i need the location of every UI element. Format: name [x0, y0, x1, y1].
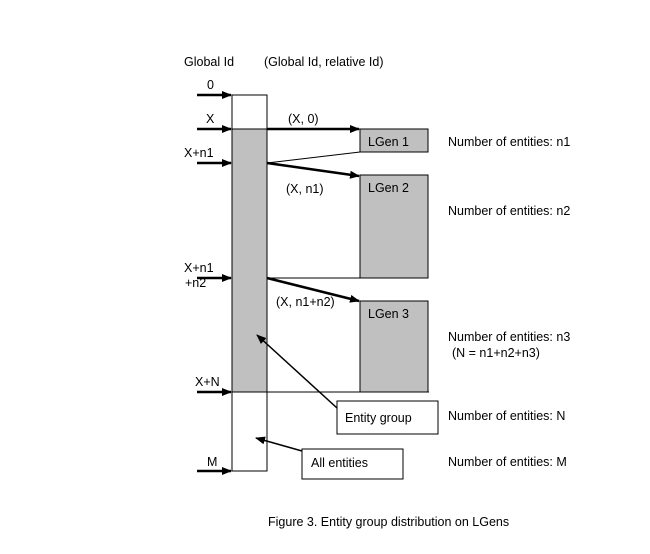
id-label-x-n1: X+n1 [184, 146, 214, 160]
pair-label-second: (X, n1) [286, 182, 324, 196]
id-label-x: X [206, 112, 215, 126]
count-m: Number of entities: M [448, 455, 567, 469]
entity-group-callout-label: Entity group [345, 411, 412, 425]
lgen1-box [359, 128, 429, 153]
count-big-n: Number of entities: N [448, 409, 565, 423]
count-n1: Number of entities: n1 [448, 135, 570, 149]
lgen2-box [359, 174, 429, 279]
entity-group-callout-box [336, 400, 439, 435]
entity-group-range [231, 128, 268, 393]
global-id-header: Global Id [184, 55, 234, 69]
pair-label-third: (X, n1+n2) [276, 295, 335, 309]
lgen1-label: LGen 1 [368, 135, 409, 149]
count-n3-note: (N = n1+n2+n3) [452, 346, 540, 360]
pair-header: (Global Id, relative Id) [264, 55, 384, 69]
lgen2-label: LGen 2 [368, 181, 409, 195]
all-entities-callout-box [301, 448, 404, 480]
id-label-m: M [207, 455, 217, 469]
id-label-x-n: X+N [195, 375, 220, 389]
count-n3: Number of entities: n3 [448, 330, 570, 344]
all-entities-callout-label: All entities [311, 456, 368, 470]
id-label-zero: 0 [207, 78, 214, 92]
lgen1-bottom-connector [266, 151, 361, 164]
entity-group-callout-arrow [256, 334, 338, 409]
id-label-x-n1-n2-line2: +n2 [185, 276, 206, 290]
pair-label-first: (X, 0) [288, 112, 319, 126]
arrow-to-lgen2 [266, 161, 360, 179]
lgen3-box [359, 300, 429, 393]
arrow-to-lgen3 [266, 276, 360, 303]
count-n2: Number of entities: n2 [448, 204, 570, 218]
lgen3-label: LGen 3 [368, 307, 409, 321]
figure-caption: Figure 3. Entity group distribution on L… [268, 515, 509, 529]
id-label-x-n1-n2-line1: X+n1 [184, 261, 214, 275]
all-entities-callout-arrow [255, 436, 303, 452]
